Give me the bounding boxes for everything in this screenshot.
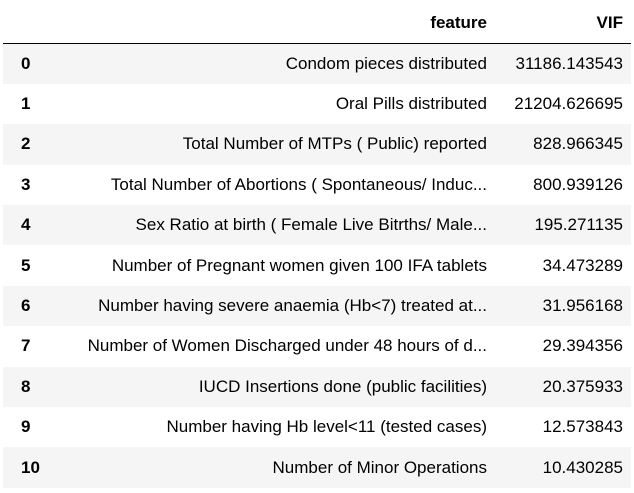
table-row: 0 Condom pieces distributed 31186.143543 bbox=[3, 43, 631, 84]
feature-cell: Total Number of MTPs ( Public) reported bbox=[182, 134, 487, 154]
row-index: 0 bbox=[21, 53, 31, 73]
vif-cell: 21204.626695 bbox=[514, 94, 623, 114]
table-row: 4 Sex Ratio at birth ( Female Live Bitrt… bbox=[3, 205, 631, 246]
row-index: 3 bbox=[21, 174, 31, 194]
table-row: 1 Oral Pills distributed 21204.626695 bbox=[3, 83, 631, 125]
index-column-header bbox=[3, 3, 47, 44]
table-row: 8 IUCD Insertions done (public facilitie… bbox=[3, 366, 631, 408]
table-row: 3 Total Number of Abortions ( Spontaneou… bbox=[3, 164, 631, 206]
vif-cell: 31.956168 bbox=[542, 296, 623, 316]
feature-cell: Sex Ratio at birth ( Female Live Bitrths… bbox=[135, 215, 487, 235]
vif-cell: 828.966345 bbox=[533, 134, 623, 154]
table-row: 5 Number of Pregnant women given 100 IFA… bbox=[3, 245, 631, 286]
feature-cell: Number of Pregnant women given 100 IFA t… bbox=[111, 255, 487, 275]
table-body: 0 Condom pieces distributed 31186.143543… bbox=[3, 43, 631, 488]
header-row: feature VIF bbox=[3, 3, 631, 44]
row-index: 2 bbox=[21, 134, 31, 154]
feature-cell: Condom pieces distributed bbox=[285, 53, 487, 73]
vif-cell: 195.271135 bbox=[534, 215, 623, 235]
row-index: 1 bbox=[21, 94, 31, 114]
feature-cell: Number having Hb level<11 (tested cases) bbox=[166, 417, 488, 437]
table-row: 10 Number of Minor Operations 10.430285 bbox=[3, 447, 631, 488]
vif-column-header: VIF bbox=[495, 3, 631, 44]
vif-cell: 12.573843 bbox=[542, 417, 623, 437]
row-index: 9 bbox=[21, 417, 31, 437]
row-index: 6 bbox=[21, 296, 31, 316]
feature-cell: Number of Women Discharged under 48 hour… bbox=[87, 336, 487, 356]
row-index: 10 bbox=[21, 457, 40, 477]
vif-dataframe-table: feature VIF 0 Condom pieces distributed … bbox=[3, 3, 631, 488]
row-index: 5 bbox=[21, 255, 31, 275]
feature-cell: Number of Minor Operations bbox=[272, 457, 487, 477]
table-row: 2 Total Number of MTPs ( Public) reporte… bbox=[3, 124, 631, 165]
table-row: 9 Number having Hb level<11 (tested case… bbox=[3, 407, 631, 448]
vif-cell: 800.939126 bbox=[533, 174, 623, 194]
row-index: 8 bbox=[21, 376, 31, 396]
feature-cell: Oral Pills distributed bbox=[335, 94, 487, 114]
vif-cell: 20.375933 bbox=[542, 376, 623, 396]
table-header: feature VIF bbox=[3, 3, 631, 44]
feature-column-header: feature bbox=[47, 3, 495, 44]
vif-cell: 29.394356 bbox=[542, 336, 623, 356]
vif-cell: 31186.143543 bbox=[515, 53, 623, 73]
table-row: 7 Number of Women Discharged under 48 ho… bbox=[3, 326, 631, 367]
vif-cell: 10.430285 bbox=[542, 457, 623, 477]
row-index: 7 bbox=[21, 336, 31, 356]
feature-cell: Total Number of Abortions ( Spontaneous/… bbox=[110, 174, 487, 194]
feature-cell: IUCD Insertions done (public facilities) bbox=[198, 376, 487, 396]
row-index: 4 bbox=[21, 215, 31, 235]
table-row: 6 Number having severe anaemia (Hb<7) tr… bbox=[3, 285, 631, 327]
vif-cell: 34.473289 bbox=[542, 255, 623, 275]
feature-cell: Number having severe anaemia (Hb<7) trea… bbox=[98, 296, 487, 316]
